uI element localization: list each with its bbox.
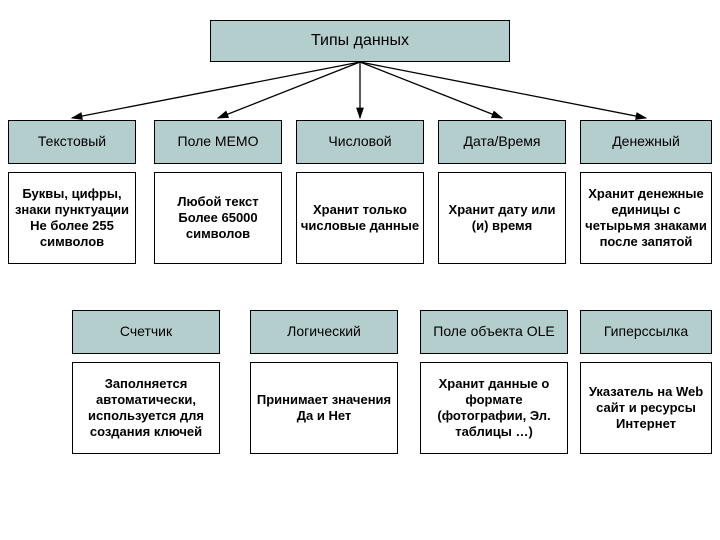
- type-desc-text: Хранит только числовые данные: [300, 202, 420, 235]
- type-desc-text: Буквы, цифры, знаки пунктуации Не более …: [12, 186, 132, 251]
- type-label: Гиперссылка: [604, 323, 688, 341]
- type-desc-row1-3: Хранит дату или (и) время: [438, 172, 566, 264]
- type-label: Поле МЕМО: [178, 133, 259, 151]
- type-desc-text: Указатель на Web сайт и ресурсы Интернет: [584, 384, 708, 433]
- type-label: Логический: [287, 323, 361, 341]
- type-label: Денежный: [612, 133, 680, 151]
- type-desc-row2-1: Принимает значения Да и Нет: [250, 362, 398, 454]
- type-node-row2-3: Гиперссылка: [580, 310, 712, 354]
- type-label: Поле объекта OLE: [433, 323, 555, 341]
- type-node-row1-3: Дата/Время: [438, 120, 566, 164]
- type-desc-text: Хранит дату или (и) время: [442, 202, 562, 235]
- type-desc-row2-0: Заполняется автоматически, используется …: [72, 362, 220, 454]
- type-node-row1-4: Денежный: [580, 120, 712, 164]
- type-desc-row2-3: Указатель на Web сайт и ресурсы Интернет: [580, 362, 712, 454]
- type-desc-row1-4: Хранит денежные единицы с четырьмя знака…: [580, 172, 712, 264]
- type-desc-row1-1: Любой текст Более 65000 символов: [154, 172, 282, 264]
- type-desc-row1-0: Буквы, цифры, знаки пунктуации Не более …: [8, 172, 136, 264]
- type-node-row1-2: Числовой: [296, 120, 424, 164]
- tree-arrows: [0, 0, 720, 540]
- type-label: Дата/Время: [463, 133, 540, 151]
- type-desc-text: Хранит денежные единицы с четырьмя знака…: [584, 186, 708, 251]
- root-node: Типы данных: [210, 20, 510, 62]
- type-node-row1-1: Поле МЕМО: [154, 120, 282, 164]
- type-label: Счетчик: [120, 323, 172, 341]
- type-node-row1-0: Текстовый: [8, 120, 136, 164]
- type-desc-text: Заполняется автоматически, используется …: [76, 376, 216, 441]
- type-desc-text: Хранит данные о формате (фотографии, Эл.…: [424, 376, 564, 441]
- type-desc-text: Любой текст Более 65000 символов: [158, 194, 278, 243]
- type-desc-row1-2: Хранит только числовые данные: [296, 172, 424, 264]
- type-desc-row2-2: Хранит данные о формате (фотографии, Эл.…: [420, 362, 568, 454]
- root-label: Типы данных: [311, 31, 409, 51]
- type-node-row2-1: Логический: [250, 310, 398, 354]
- type-node-row2-0: Счетчик: [72, 310, 220, 354]
- type-label: Текстовый: [38, 133, 106, 151]
- type-desc-text: Принимает значения Да и Нет: [254, 392, 394, 425]
- type-label: Числовой: [328, 133, 391, 151]
- type-node-row2-2: Поле объекта OLE: [420, 310, 568, 354]
